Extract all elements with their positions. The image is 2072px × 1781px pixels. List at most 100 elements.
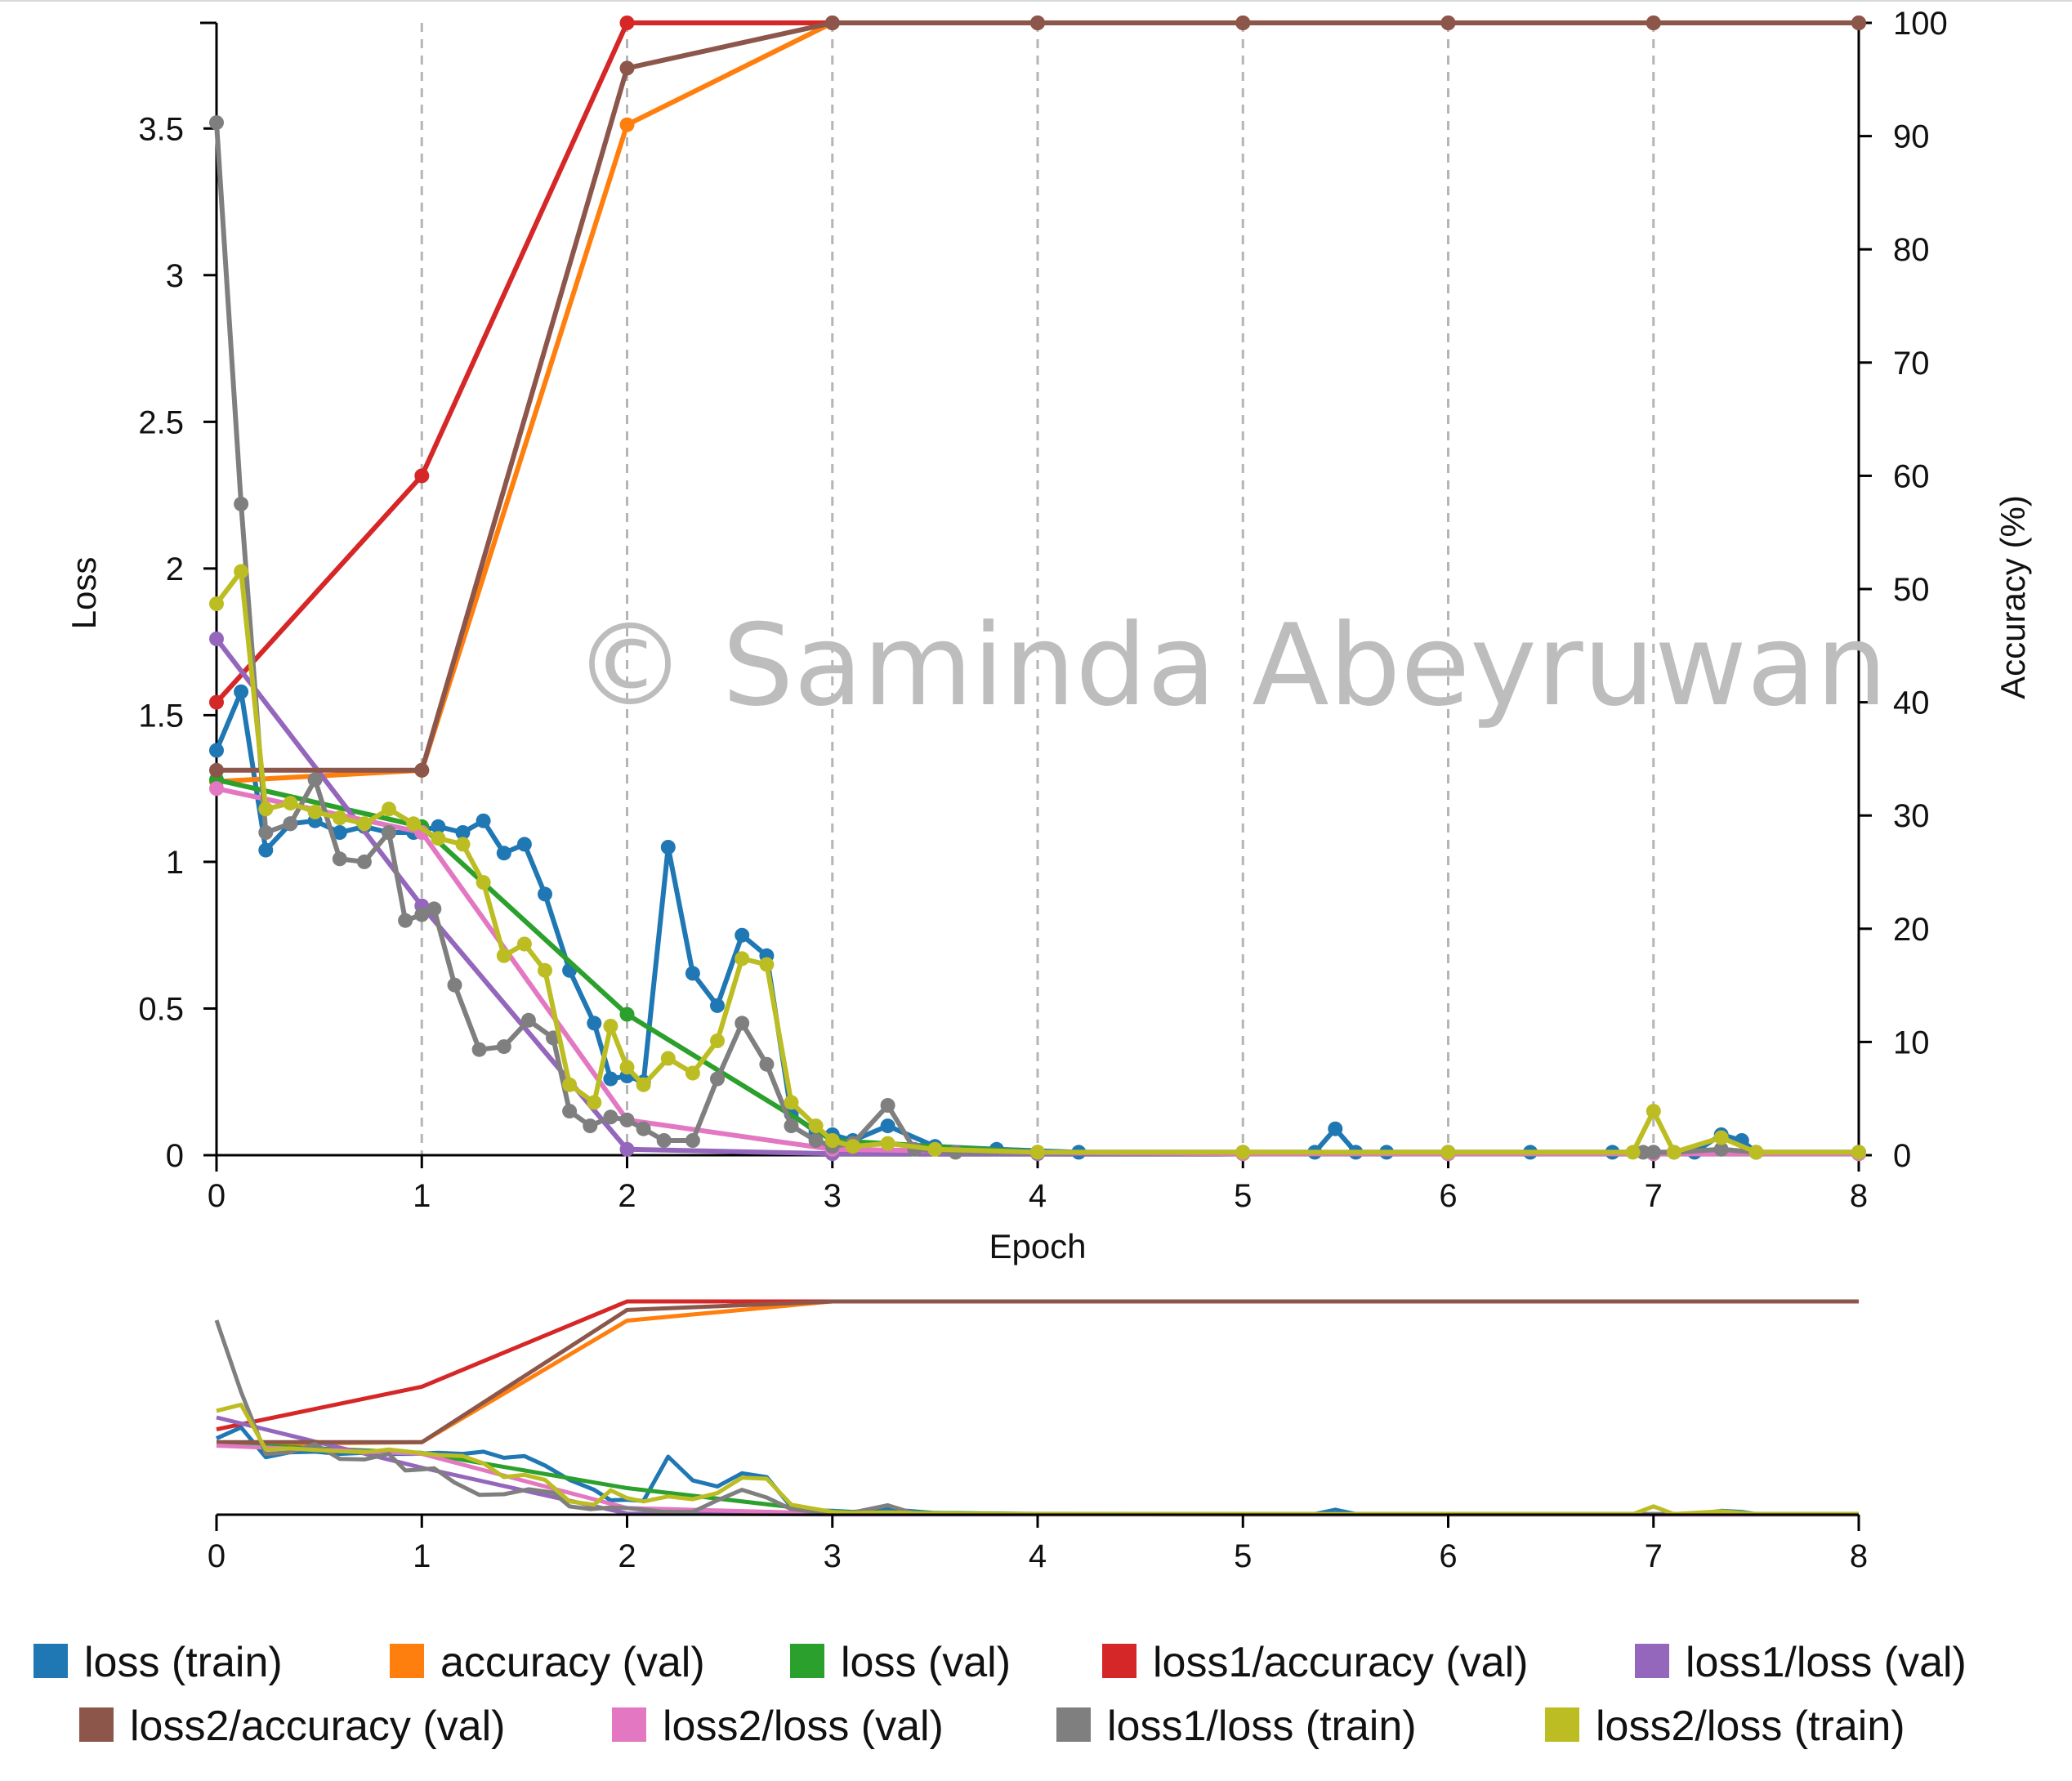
point-loss2-loss-train-18 — [619, 1060, 635, 1075]
point-loss1-loss-train-39 — [1713, 1141, 1729, 1157]
epoch-gridlines — [420, 23, 1860, 1155]
point-loss1-loss-train-14 — [520, 1012, 536, 1028]
point-loss1-loss-train-27 — [808, 1133, 824, 1148]
legend-label-loss2-loss-val: loss2/loss (val) — [663, 1703, 944, 1750]
point-loss1-loss-val-2 — [619, 1141, 635, 1157]
axes: 0 1 2 3 4 5 6 7 800.511.522.533.5010203040506070… — [65, 6, 2032, 1265]
legend-swatch-loss2-accuracy-val — [79, 1707, 114, 1742]
legend-label-accuracy-val: accuracy (val) — [440, 1639, 705, 1686]
series-line-loss2-loss-train — [214, 569, 1859, 1155]
y-tick-label-2: 2 — [166, 551, 184, 587]
point-loss2-loss-train-13 — [516, 936, 532, 952]
point-loss2-loss-train-25 — [784, 1095, 799, 1110]
point-loss1-loss-train-36 — [1636, 1145, 1651, 1160]
y2-tick-label-60: 60 — [1893, 458, 1930, 494]
point-loss1-loss-train-1 — [234, 496, 249, 511]
point-loss2-accuracy-val-0 — [209, 762, 224, 778]
point-loss2-loss-train-22 — [710, 1033, 725, 1048]
x-axis-title: Epoch — [989, 1227, 1086, 1265]
point-loss-train-16 — [587, 1015, 602, 1031]
point-loss2-loss-train-33 — [1440, 1145, 1456, 1160]
y2-axis-title: Accuracy (%) — [1994, 495, 2032, 699]
legend-label-loss-train: loss (train) — [84, 1639, 283, 1686]
point-loss1-loss-train-0 — [209, 115, 224, 131]
overview-line-accuracy-val — [216, 1299, 1859, 1447]
point-loss2-loss-train-27 — [824, 1133, 840, 1148]
legend-item-accuracy-val[interactable]: accuracy (val) — [390, 1639, 705, 1686]
point-loss2-loss-train-12 — [496, 948, 511, 963]
series-loss2-loss-train — [209, 564, 1866, 1160]
point-loss1-loss-train-5 — [332, 851, 347, 867]
legend-item-loss1-loss-train[interactable]: loss1/loss (train) — [1056, 1703, 1417, 1750]
y2-tick-label-40: 40 — [1893, 685, 1930, 721]
point-loss2-loss-train-32 — [1235, 1145, 1251, 1160]
y2-tick-label-70: 70 — [1893, 346, 1930, 382]
point-loss2-loss-train-15 — [562, 1077, 578, 1092]
point-loss1-loss-train-18 — [603, 1109, 618, 1125]
x-tick-label-4: 4 — [1029, 1178, 1047, 1214]
point-loss-train-21 — [685, 966, 700, 981]
legend-swatch-accuracy-val — [390, 1644, 424, 1678]
legend-swatch-loss1-loss-val — [1635, 1644, 1669, 1678]
legend-item-loss1-loss-val[interactable]: loss1/loss (val) — [1635, 1639, 1967, 1686]
y2-tick-label-0: 0 — [1893, 1138, 1911, 1174]
legend: loss (train) accuracy (val) loss (val) loss… — [33, 1639, 1967, 1750]
point-loss2-loss-train-6 — [356, 816, 372, 832]
point-loss2-loss-train-7 — [382, 801, 396, 817]
point-loss1-loss-train-8 — [398, 913, 413, 928]
y-tick-label-3-5: 3.5 — [138, 111, 184, 147]
point-loss2-loss-train-34 — [1625, 1145, 1641, 1160]
point-loss2-loss-train-37 — [1713, 1130, 1729, 1145]
point-loss2-loss-train-38 — [1748, 1145, 1764, 1160]
point-loss1-loss-train-22 — [685, 1133, 700, 1148]
legend-item-loss2-accuracy-val[interactable]: loss2/accuracy (val) — [79, 1703, 505, 1750]
point-loss1-loss-train-3 — [283, 816, 298, 832]
legend-item-loss2-loss-train[interactable]: loss2/loss (train) — [1545, 1703, 1905, 1750]
point-loss1-loss-val-0 — [209, 632, 224, 646]
overview-x-tick-label-2: 2 — [618, 1538, 636, 1574]
legend-item-loss1-accuracy-val[interactable]: loss1/accuracy (val) — [1102, 1639, 1528, 1686]
overview-x-tick-label-6: 6 — [1439, 1538, 1457, 1574]
legend-label-loss-val: loss (val) — [841, 1639, 1011, 1686]
overview-line-loss-train — [215, 1425, 1859, 1516]
point-loss1-loss-train-2 — [258, 825, 274, 840]
point-loss2-loss-train-23 — [735, 951, 750, 966]
point-loss1-loss-train-21 — [656, 1133, 672, 1148]
y-tick-label-0-5: 0.5 — [138, 991, 184, 1027]
legend-label-loss2-loss-train: loss2/loss (train) — [1596, 1703, 1905, 1750]
y2-tick-label-20: 20 — [1893, 912, 1930, 948]
legend-label-loss2-accuracy-val: loss2/accuracy (val) — [130, 1703, 505, 1750]
point-loss2-loss-train-30 — [927, 1141, 943, 1157]
legend-item-loss-train[interactable]: loss (train) — [33, 1639, 283, 1686]
overview-x-tick-label-5: 5 — [1234, 1538, 1252, 1574]
point-loss1-loss-train-13 — [496, 1039, 511, 1055]
point-loss2-loss-train-35 — [1646, 1104, 1661, 1119]
point-loss-train-12 — [496, 846, 511, 861]
point-loss2-accuracy-val-6 — [1440, 16, 1456, 30]
point-loss-train-11 — [476, 813, 491, 828]
point-loss-train-10 — [455, 825, 471, 840]
point-loss-train-17 — [603, 1071, 618, 1087]
point-loss1-accuracy-val-0 — [209, 694, 224, 710]
point-loss2-accuracy-val-2 — [619, 60, 635, 76]
legend-item-loss2-loss-val[interactable]: loss2/loss (val) — [612, 1703, 944, 1750]
y-tick-label-1: 1 — [166, 845, 184, 881]
point-loss1-loss-train-25 — [759, 1056, 775, 1072]
point-loss-train-35 — [1328, 1121, 1343, 1136]
point-loss2-loss-train-4 — [307, 804, 323, 819]
point-loss1-loss-train-11 — [447, 977, 462, 993]
overview-x-tick-label-3: 3 — [824, 1538, 842, 1574]
series-loss2-accuracy-val — [209, 16, 1866, 778]
point-loss2-loss-train-39 — [1851, 1145, 1866, 1160]
legend-item-loss-val[interactable]: loss (val) — [790, 1639, 1011, 1686]
point-loss-train-9 — [431, 819, 446, 834]
point-loss2-loss-train-1 — [234, 564, 249, 579]
point-loss-val-2 — [619, 1007, 635, 1022]
overview-line-loss1-accuracy-val — [216, 1299, 1859, 1432]
point-loss1-loss-train-16 — [562, 1104, 578, 1119]
overview-brush-plot[interactable]: 0 1 2 3 4 5 6 7 8 — [208, 1299, 1868, 1574]
y-tick-label-1-5: 1.5 — [138, 698, 184, 734]
y2-tick-label-30: 30 — [1893, 798, 1930, 834]
point-loss1-loss-train-6 — [356, 854, 372, 869]
